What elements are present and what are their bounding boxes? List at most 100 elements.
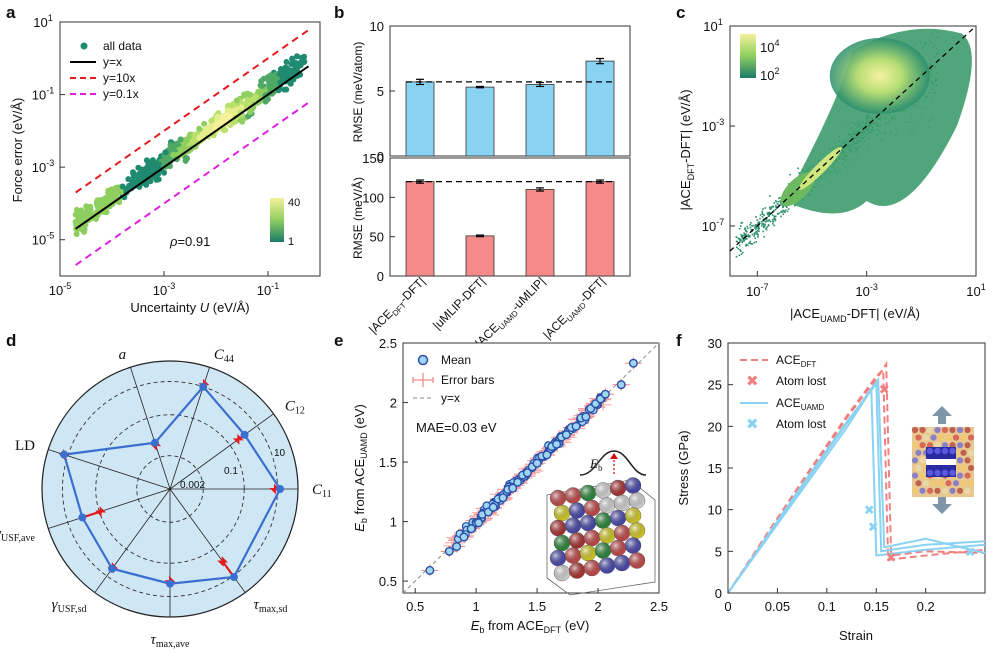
- crystal-atom-shade: [569, 502, 585, 519]
- x-tick-label: 1: [473, 599, 480, 614]
- crystal-atom-shade: [580, 545, 596, 561]
- crack-atom: [934, 469, 941, 477]
- density-cell: [745, 233, 747, 235]
- y-tick-label: 2: [390, 396, 397, 411]
- mean-point: [459, 532, 469, 542]
- legend-ace-dft: ACEDFT: [776, 353, 816, 369]
- y-tick-label-exp: 1: [48, 13, 53, 23]
- panel-f-curves: ✖✖✖✖✖: [727, 360, 986, 594]
- inset-atom: [952, 480, 960, 487]
- density-cell: [740, 239, 742, 241]
- scatter-point: [301, 53, 308, 60]
- density-cell: [773, 209, 775, 212]
- y-tick-label: 0: [377, 149, 384, 164]
- x-tick-label-exp: -1: [271, 281, 279, 291]
- density-cell: [782, 213, 784, 216]
- x-tick-label: 2: [594, 599, 601, 614]
- x-tick-label-base: 10: [49, 283, 63, 298]
- inset-atom: [934, 442, 941, 449]
- density-cell: [763, 214, 765, 216]
- crystal-atom-shade: [580, 485, 596, 501]
- density-cell: [751, 243, 754, 245]
- radar-label-main: C: [285, 399, 296, 415]
- x-tick-label-base: 10: [855, 284, 869, 299]
- bar-4: [585, 60, 615, 157]
- curve-ACE_DFT-run-2: [727, 367, 986, 594]
- y-tick-label: 50: [370, 230, 384, 245]
- y-tick-label: 2.5: [379, 336, 397, 351]
- scatter-point: [130, 172, 137, 179]
- scatter-point: [170, 151, 177, 158]
- density-cell: [773, 202, 775, 204]
- crystal-atom-shade: [550, 490, 566, 506]
- scatter-point: [135, 164, 142, 171]
- radar-spoke: [48, 449, 171, 490]
- scatter-point: [266, 84, 273, 91]
- legend-mean-marker: [417, 354, 429, 366]
- atom-lost-uamd-marker: ✖: [965, 544, 976, 559]
- scatter-point: [196, 125, 203, 132]
- scatter-point: [73, 206, 80, 213]
- scatter-point: [105, 189, 112, 196]
- y-tick-label-exp: -3: [716, 117, 724, 127]
- y-tick-label: 25: [708, 378, 722, 393]
- inset-atom: [937, 480, 945, 487]
- x-tick-label: 1.5: [528, 599, 546, 614]
- y-tick-label: 30: [708, 336, 722, 351]
- density-cell: [740, 234, 742, 236]
- density-cell: [762, 222, 764, 225]
- panel-label-b: b: [334, 3, 344, 22]
- y-tick-label: 15: [708, 461, 722, 476]
- density-cell: [764, 207, 767, 209]
- inset-atom: [956, 457, 964, 464]
- inset-atom: [964, 487, 971, 494]
- panel-e-ticks: 0.5 1 1.5 2 2.5 0.5 1 1.5 2 2.5: [379, 336, 668, 614]
- density-cell: [794, 204, 796, 207]
- density-cell: [756, 226, 758, 229]
- density-cell: [748, 242, 750, 244]
- density-cell: [744, 228, 746, 231]
- panel-label-e: e: [334, 331, 343, 350]
- legend-y10x: y=10x: [103, 71, 135, 85]
- density-cell: [769, 220, 772, 223]
- density-cell: [786, 210, 789, 213]
- atom-lost-uamd-marker: ✖: [864, 503, 875, 518]
- density-cell: [766, 220, 768, 222]
- density-cell: [746, 230, 748, 233]
- scatter-point: [137, 174, 144, 181]
- crystal-atom-shade: [565, 487, 581, 504]
- scatter-point: [119, 183, 126, 190]
- atom-lost-dft-marker: ✖: [879, 382, 890, 397]
- density-cell: [763, 236, 765, 238]
- density-cell: [735, 255, 738, 258]
- y-tick-label-base: 10: [32, 233, 46, 248]
- bar-1: [405, 81, 435, 157]
- x-tick-label-exp: -3: [167, 281, 175, 291]
- inset-atom: [949, 426, 956, 434]
- y-tick-label: 10-1: [32, 86, 54, 103]
- x-tick-label: 10-5: [49, 281, 71, 298]
- panel-b-top-ylabel: RMSE (meV/atom): [351, 42, 365, 143]
- atom-lost-uamd-marker: ✖: [868, 519, 879, 534]
- mean-point: [571, 421, 581, 431]
- x-tick-label-exp: -7: [761, 282, 769, 292]
- mean-point: [425, 565, 435, 575]
- curve-ACE_UAMD-run-3: [727, 376, 986, 594]
- scatter-point: [247, 109, 254, 115]
- inset-atom: [941, 442, 949, 449]
- radar-data: [58, 378, 285, 588]
- density-cell: [779, 197, 781, 199]
- density-cell: [749, 223, 751, 226]
- scatter-point: [75, 211, 82, 218]
- x-tick-label: 0: [724, 599, 731, 614]
- radar-ace-polygon: [62, 385, 282, 585]
- inset-atom: [956, 426, 964, 434]
- density-cell: [744, 227, 746, 229]
- panel-a-rho: ρ=0.91: [169, 234, 210, 249]
- density-cell: [777, 212, 779, 215]
- crystal-atom-shade: [565, 547, 581, 564]
- scatter-point: [87, 203, 94, 210]
- x-tick-label-base: 10: [153, 283, 167, 298]
- density-cell: [755, 231, 757, 234]
